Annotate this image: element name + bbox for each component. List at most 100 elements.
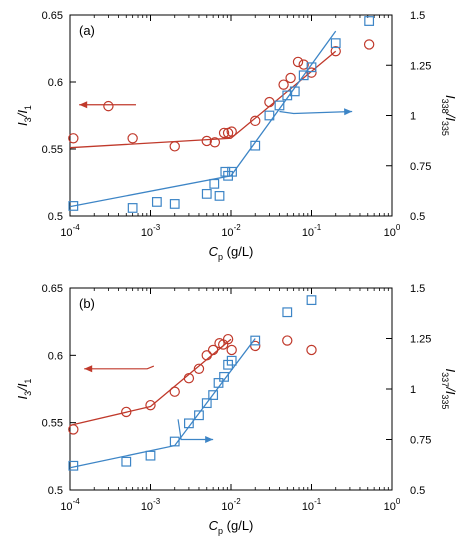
data-point-square-blue — [201, 188, 212, 199]
y-right-label-a-sub: 338 — [440, 99, 450, 114]
data-point-square-blue — [145, 450, 156, 461]
x-tick-exponent: -4 — [73, 497, 81, 506]
y-left-tick-label: 0.55 — [42, 144, 63, 156]
data-point-square-blue — [121, 456, 132, 467]
x-label-sub: p — [218, 526, 223, 536]
data-point-square-blue — [151, 197, 162, 207]
data-point-circle-red — [68, 424, 79, 435]
y-right-label-b: /I — [443, 113, 458, 122]
y-left-label-a: I — [15, 122, 30, 126]
y-right-tick-label: 0.75 — [410, 435, 431, 447]
data-point-square-blue — [289, 86, 300, 97]
y-right-axis-label: I337/I335 — [440, 369, 458, 410]
data-point-circle-red — [226, 344, 237, 356]
y-left-tick-label: 0.5 — [48, 211, 63, 223]
y-left-axis-label: I3/I1 — [15, 105, 33, 126]
x-tick-exponent: -3 — [153, 497, 161, 506]
x-tick-label: 100 — [384, 497, 401, 513]
data-point-circle-red — [306, 67, 317, 78]
x-tick-label: 10-4 — [60, 497, 80, 513]
panel-a: 10-4 10-3 10-2 10-1 1000.50.550.60.650.50.75… — [15, 10, 458, 262]
data-point-circle-red — [103, 100, 114, 112]
y-right-tick-label: 0.5 — [410, 485, 425, 497]
y-right-tick-label: 1 — [410, 111, 416, 123]
data-point-square-blue — [213, 378, 224, 388]
x-tick-base: 10 — [60, 227, 72, 239]
x-tick-base: 10 — [302, 227, 314, 239]
x-tick-label: 10-1 — [302, 497, 322, 513]
y-right-tick-label: 1 — [410, 384, 416, 396]
data-point-circle-red — [121, 406, 132, 418]
x-tick-base: 10 — [302, 501, 314, 513]
x-tick-exponent: -1 — [314, 223, 322, 232]
data-point-square-blue — [306, 295, 317, 306]
y-left-label-b: /I — [15, 383, 30, 392]
data-point-circle-red — [285, 72, 296, 84]
data-point-circle-red — [209, 137, 221, 148]
y-right-label-a-sub: 337 — [440, 372, 450, 387]
plot-frame — [69, 14, 393, 217]
data-point-square-blue — [68, 201, 79, 211]
x-tick-base: 10 — [221, 227, 233, 239]
data-point-circle-red — [292, 56, 304, 68]
data-point-circle-red — [169, 386, 180, 397]
data-point-square-blue — [282, 307, 293, 318]
data-point-square-blue — [208, 390, 219, 400]
y-left-label-b-sub: 1 — [23, 379, 33, 384]
y-right-label-a: I — [443, 369, 458, 373]
axis-arrowhead-right — [344, 108, 353, 116]
data-point-circle-red — [193, 363, 205, 374]
data-point-circle-red — [363, 39, 375, 50]
data-point-square-blue — [169, 199, 180, 209]
x-tick-label: 10-3 — [141, 223, 161, 239]
x-tick-label: 10-1 — [302, 223, 322, 239]
data-point-square-blue — [250, 140, 261, 151]
y-right-label-b-sub: 335 — [440, 121, 450, 136]
data-point-circle-red — [201, 350, 212, 361]
data-point-circle-red — [282, 335, 293, 346]
data-point-square-blue — [184, 418, 194, 429]
axis-arrowhead-right — [205, 436, 214, 443]
data-point-circle-red — [207, 344, 219, 356]
data-point-square-blue — [298, 70, 309, 81]
y-left-label-a-sub: 3 — [23, 391, 33, 396]
y-left-tick-label: 0.6 — [48, 77, 63, 89]
data-point-square-blue — [306, 62, 317, 73]
x-tick-label: 10-2 — [221, 223, 241, 239]
x-label-unit: (g/L) — [223, 244, 253, 259]
x-axis-label: Cp (g/L) — [209, 518, 254, 536]
data-point-circle-red — [298, 59, 309, 70]
y-left-tick-label: 0.5 — [48, 485, 63, 497]
data-point-square-blue — [330, 38, 341, 49]
x-label-unit: (g/L) — [223, 518, 253, 533]
data-point-square-blue — [250, 335, 261, 346]
data-point-circle-red — [201, 135, 212, 147]
data-point-circle-red — [226, 126, 237, 137]
x-tick-base: 10 — [221, 501, 233, 513]
x-axis-label: Cp (g/L) — [209, 244, 254, 262]
x-tick-exponent: -2 — [234, 223, 242, 232]
y-left-label-a-sub: 3 — [23, 117, 33, 122]
y-right-label-b-sub: 335 — [440, 394, 450, 409]
axis-arrowhead-left — [84, 365, 93, 373]
x-tick-base: 10 — [141, 501, 153, 513]
y-left-tick-label: 0.6 — [48, 350, 63, 362]
data-point-square-blue — [194, 410, 204, 421]
y-left-tick-label: 0.65 — [42, 283, 63, 295]
x-label-main: C — [209, 244, 219, 259]
data-point-circle-red — [183, 373, 195, 384]
data-point-circle-red — [250, 340, 261, 352]
y-right-tick-label: 1.25 — [410, 60, 431, 72]
data-point-circle-red — [145, 399, 156, 411]
x-tick-base: 10 — [141, 227, 153, 239]
y-left-axis-label: I3/I1 — [15, 379, 33, 400]
x-label-main: C — [209, 518, 219, 533]
y-right-tick-label: 1.5 — [410, 283, 425, 295]
data-point-square-blue — [219, 371, 229, 382]
data-point-square-blue — [127, 203, 138, 213]
data-point-square-blue — [274, 100, 285, 111]
data-point-circle-red — [250, 115, 261, 127]
x-tick-base: 10 — [60, 501, 72, 513]
x-tick-label: 100 — [384, 223, 401, 239]
y-left-label-a: I — [15, 395, 30, 399]
